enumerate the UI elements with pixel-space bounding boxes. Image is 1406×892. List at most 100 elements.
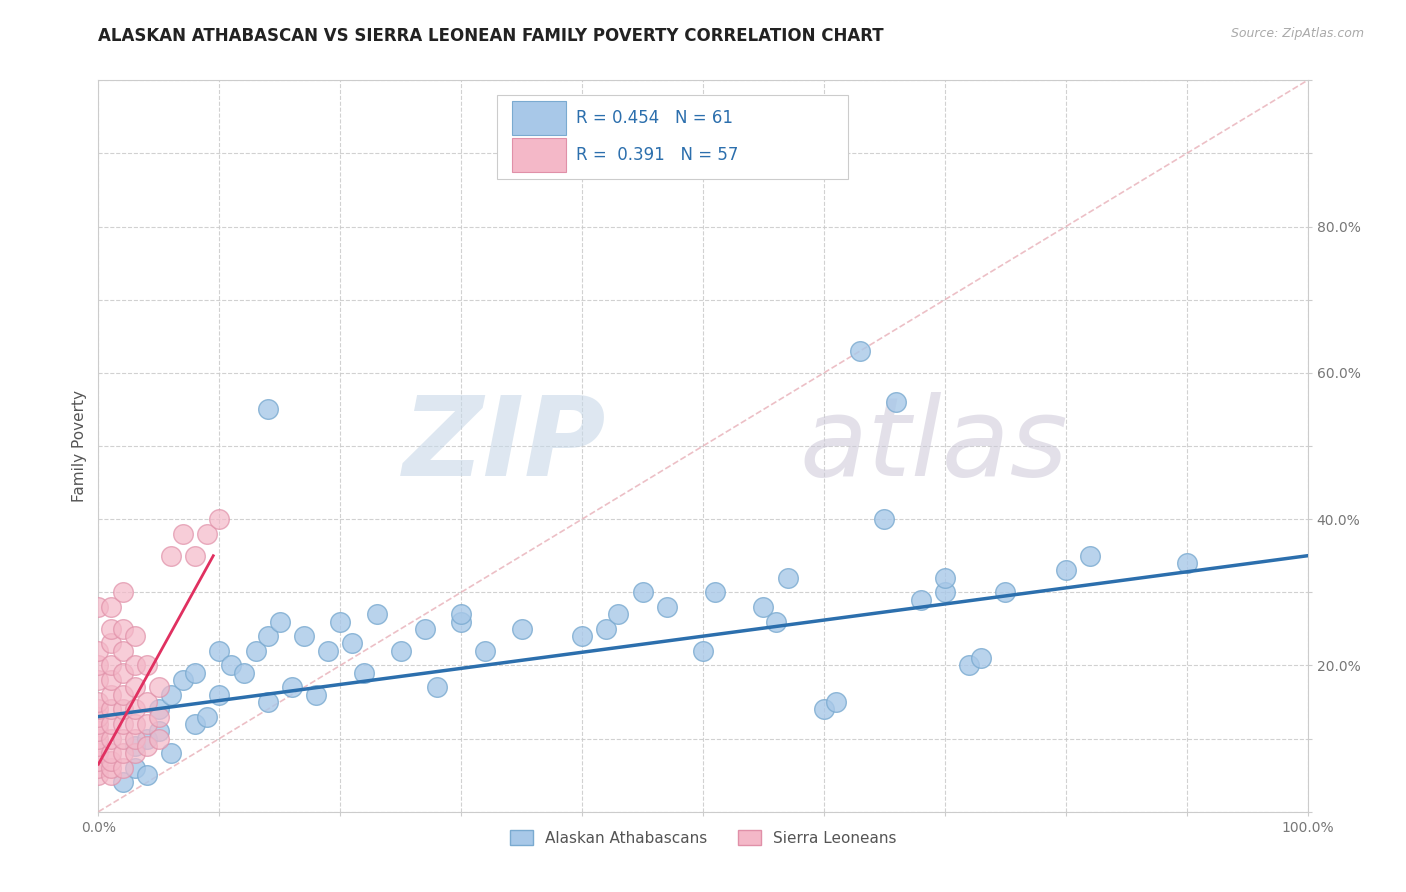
Point bbox=[135, 739, 157, 753]
Point bbox=[692, 644, 714, 658]
Point bbox=[208, 512, 231, 526]
Point bbox=[329, 615, 352, 629]
Point bbox=[256, 629, 278, 643]
Point bbox=[135, 717, 157, 731]
FancyBboxPatch shape bbox=[512, 102, 567, 136]
Point bbox=[160, 549, 183, 563]
Point bbox=[1078, 549, 1101, 563]
Point bbox=[87, 754, 110, 768]
Point bbox=[873, 512, 896, 526]
Point bbox=[510, 622, 533, 636]
Point bbox=[426, 681, 449, 695]
Point bbox=[221, 658, 243, 673]
Point bbox=[450, 615, 472, 629]
Point bbox=[256, 402, 278, 417]
Point bbox=[934, 571, 956, 585]
Point bbox=[100, 622, 122, 636]
Point bbox=[87, 644, 110, 658]
Point bbox=[87, 658, 110, 673]
Point bbox=[813, 702, 835, 716]
Point bbox=[934, 585, 956, 599]
Point bbox=[100, 761, 122, 775]
Point bbox=[87, 709, 110, 723]
Point bbox=[195, 526, 218, 541]
Point bbox=[208, 688, 231, 702]
Point bbox=[124, 658, 146, 673]
Point bbox=[87, 739, 110, 753]
Point bbox=[87, 731, 110, 746]
Point bbox=[124, 681, 146, 695]
Point bbox=[269, 615, 291, 629]
Point bbox=[100, 599, 122, 614]
Point bbox=[100, 636, 122, 650]
Point bbox=[100, 731, 122, 746]
Point bbox=[160, 688, 183, 702]
Point bbox=[595, 622, 617, 636]
Point bbox=[100, 768, 122, 782]
Point bbox=[1054, 563, 1077, 577]
Text: R =  0.391   N = 57: R = 0.391 N = 57 bbox=[576, 146, 738, 164]
Point bbox=[305, 688, 328, 702]
Point bbox=[111, 702, 134, 716]
Point bbox=[111, 761, 134, 775]
Point bbox=[184, 665, 207, 680]
Point bbox=[111, 644, 134, 658]
Point bbox=[825, 695, 848, 709]
Point bbox=[172, 526, 194, 541]
Point bbox=[111, 622, 134, 636]
Point bbox=[292, 629, 315, 643]
Point bbox=[849, 343, 872, 358]
Point bbox=[148, 702, 170, 716]
Point bbox=[474, 644, 496, 658]
Point bbox=[208, 644, 231, 658]
Text: ZIP: ZIP bbox=[402, 392, 606, 500]
Point bbox=[111, 731, 134, 746]
Point bbox=[184, 549, 207, 563]
Point bbox=[87, 695, 110, 709]
Point bbox=[148, 731, 170, 746]
Point bbox=[111, 717, 134, 731]
Point bbox=[752, 599, 775, 614]
Point bbox=[124, 717, 146, 731]
Point bbox=[256, 695, 278, 709]
Point bbox=[184, 717, 207, 731]
Point bbox=[148, 681, 170, 695]
Point bbox=[87, 746, 110, 760]
FancyBboxPatch shape bbox=[512, 138, 567, 171]
Point bbox=[100, 717, 122, 731]
Point bbox=[100, 658, 122, 673]
Point bbox=[172, 673, 194, 687]
Point bbox=[704, 585, 727, 599]
Point bbox=[910, 592, 932, 607]
Point bbox=[389, 644, 412, 658]
Point bbox=[87, 724, 110, 739]
Text: Source: ZipAtlas.com: Source: ZipAtlas.com bbox=[1230, 27, 1364, 40]
Point bbox=[353, 665, 375, 680]
Point bbox=[232, 665, 254, 680]
Point bbox=[124, 739, 146, 753]
Point bbox=[111, 746, 134, 760]
Legend: Alaskan Athabascans, Sierra Leoneans: Alaskan Athabascans, Sierra Leoneans bbox=[503, 823, 903, 852]
Point bbox=[87, 768, 110, 782]
Point bbox=[148, 724, 170, 739]
Point bbox=[607, 607, 630, 622]
Point bbox=[413, 622, 436, 636]
Point bbox=[957, 658, 980, 673]
Point bbox=[87, 717, 110, 731]
Point bbox=[245, 644, 267, 658]
Point bbox=[148, 709, 170, 723]
Point bbox=[316, 644, 339, 658]
Point bbox=[87, 702, 110, 716]
Y-axis label: Family Poverty: Family Poverty bbox=[72, 390, 87, 502]
Point bbox=[100, 746, 122, 760]
Point bbox=[970, 651, 993, 665]
FancyBboxPatch shape bbox=[498, 95, 848, 179]
Point bbox=[124, 629, 146, 643]
Text: R = 0.454   N = 61: R = 0.454 N = 61 bbox=[576, 110, 733, 128]
Point bbox=[450, 607, 472, 622]
Text: ALASKAN ATHABASCAN VS SIERRA LEONEAN FAMILY POVERTY CORRELATION CHART: ALASKAN ATHABASCAN VS SIERRA LEONEAN FAM… bbox=[98, 27, 884, 45]
Point bbox=[631, 585, 654, 599]
Text: atlas: atlas bbox=[800, 392, 1069, 500]
Point bbox=[281, 681, 304, 695]
Point bbox=[765, 615, 787, 629]
